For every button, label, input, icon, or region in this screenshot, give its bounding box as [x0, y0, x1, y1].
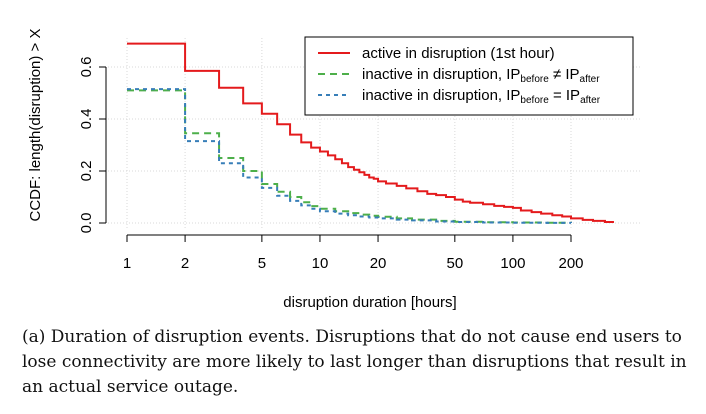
x-tick-label: 200 — [558, 255, 583, 272]
y-tick-label: 0.2 — [78, 161, 95, 182]
legend-box — [304, 36, 634, 116]
x-tick-label: 50 — [446, 255, 463, 272]
y-tick-label: 0.4 — [78, 109, 95, 130]
series-line-3 — [127, 88, 572, 224]
figure: 0.0 0.2 0.4 0.6 1 2 5 10 20 50 100 200 active in di… — [27, 29, 640, 311]
legend-label-1: active in disruption (1st hour) — [362, 45, 555, 62]
x-tick-label: 100 — [500, 255, 525, 272]
x-tick-label: 20 — [370, 255, 387, 272]
x-tick-label: 10 — [312, 255, 329, 272]
axes: 0.0 0.2 0.4 0.6 1 2 5 10 20 50 100 200 — [78, 57, 584, 272]
x-tick-label: 5 — [258, 255, 266, 272]
legend-label-2: inactive in disruption, IPbefore ≠ IPaft… — [362, 66, 600, 85]
figure-caption: (a) Duration of disruption events. Disru… — [22, 327, 687, 397]
y-tick-label: 0.6 — [78, 57, 95, 78]
legend-label-3: inactive in disruption, IPbefore = IPaft… — [362, 87, 601, 106]
series-lines — [127, 42, 614, 224]
series-line-2 — [127, 89, 572, 224]
x-tick-label: 2 — [181, 255, 189, 272]
ccdf-chart: 0.0 0.2 0.4 0.6 1 2 5 10 20 50 100 200 active in di… — [27, 29, 640, 311]
y-tick-label: 0.0 — [78, 213, 95, 234]
series-line-1 — [127, 42, 614, 223]
x-tick-label: 1 — [123, 255, 131, 272]
x-axis-label: disruption duration [hours] — [283, 294, 456, 311]
legend: active in disruption (1st hour) inactive … — [304, 36, 634, 116]
y-axis-label: CCDF: length(disruption) > X — [27, 29, 44, 222]
